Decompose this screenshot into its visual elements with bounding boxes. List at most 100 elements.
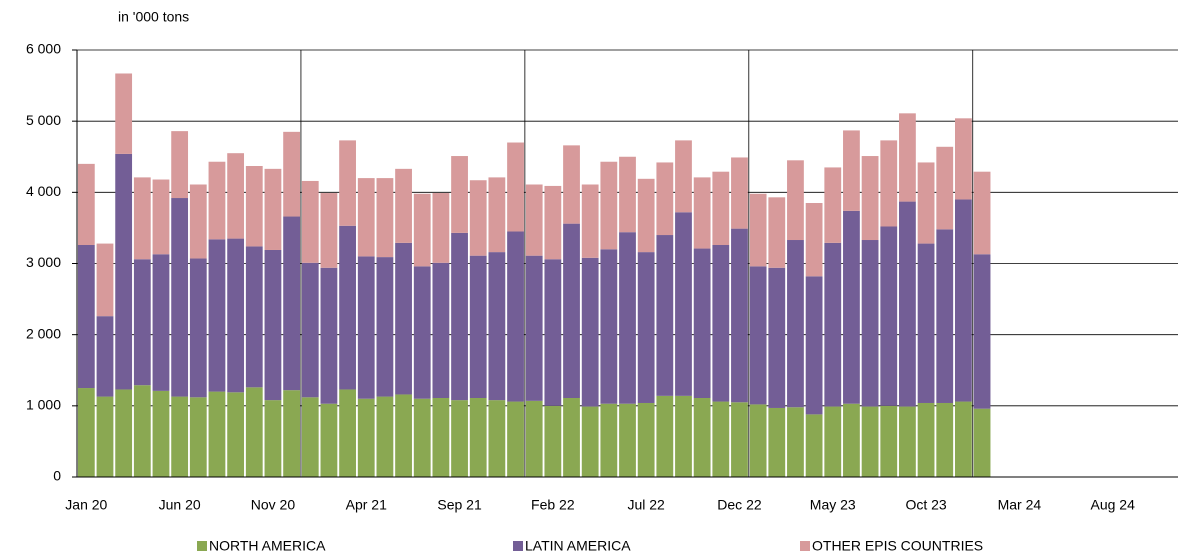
bar-segment bbox=[525, 184, 543, 256]
bar-segment bbox=[133, 177, 151, 260]
bar-segment bbox=[339, 225, 356, 390]
bar-segment bbox=[208, 239, 226, 392]
legend-swatch bbox=[197, 541, 207, 551]
x-tick-label: Mar 24 bbox=[998, 497, 1042, 513]
bar-segment bbox=[805, 203, 823, 277]
bar-segment bbox=[451, 400, 468, 477]
bar-segment bbox=[171, 131, 189, 199]
bar-segment bbox=[189, 184, 207, 259]
bar-segment bbox=[731, 228, 748, 403]
bar-segment bbox=[600, 161, 618, 250]
bar-segment bbox=[171, 396, 189, 477]
bar-segment bbox=[413, 193, 431, 267]
y-tick-label: 1 000 bbox=[26, 397, 61, 413]
bar-segment bbox=[357, 398, 375, 477]
bar-segment bbox=[208, 161, 226, 240]
bar-segment bbox=[77, 244, 95, 389]
bar-segment bbox=[787, 407, 804, 477]
bar-segment bbox=[264, 249, 282, 401]
bar-segment bbox=[712, 171, 730, 245]
bar-segment bbox=[917, 402, 935, 477]
bar-segment bbox=[152, 390, 170, 477]
bar-segment bbox=[563, 398, 580, 477]
bar-segment bbox=[432, 193, 450, 263]
bar-segment bbox=[507, 231, 524, 402]
bar-segment bbox=[227, 153, 245, 239]
bar-segment bbox=[339, 140, 356, 226]
bar-segment bbox=[245, 166, 263, 247]
bar-segment bbox=[96, 396, 114, 477]
bar-segment bbox=[301, 180, 319, 263]
bar-segment bbox=[544, 185, 562, 260]
bar-segment bbox=[693, 248, 711, 399]
bar-segment bbox=[861, 406, 879, 477]
bar-segment bbox=[96, 243, 114, 317]
bar-segment bbox=[376, 396, 394, 477]
bar-segment bbox=[768, 197, 786, 268]
bar-segment bbox=[395, 394, 412, 477]
bar-segment bbox=[824, 167, 842, 243]
bar-segment bbox=[693, 398, 711, 477]
bar-segment bbox=[787, 160, 804, 241]
bar-segment bbox=[973, 408, 991, 477]
bar-segment bbox=[861, 240, 879, 407]
bar-segment bbox=[955, 199, 972, 402]
bar-segment bbox=[749, 404, 767, 477]
bar-segment bbox=[544, 405, 562, 477]
bar-segment bbox=[525, 255, 543, 401]
bar-segment bbox=[675, 212, 692, 396]
x-tick-label: Sep 21 bbox=[437, 497, 482, 513]
bar-segment bbox=[507, 142, 524, 232]
y-axis-label: in '000 tons bbox=[118, 9, 189, 25]
bar-segment bbox=[805, 414, 823, 477]
bar-segment bbox=[301, 262, 319, 398]
bar-segment bbox=[451, 232, 468, 401]
bar-segment bbox=[469, 398, 487, 477]
bar-segment bbox=[917, 243, 935, 403]
bar-segment bbox=[731, 402, 748, 477]
bar-segment bbox=[731, 157, 748, 229]
x-tick-label: Jun 20 bbox=[159, 497, 201, 513]
bar-segment bbox=[619, 403, 636, 477]
bar-segment bbox=[488, 177, 506, 253]
x-tick-label: Oct 23 bbox=[905, 497, 946, 513]
bar-segment bbox=[843, 403, 860, 477]
y-tick-label: 4 000 bbox=[26, 183, 61, 199]
x-tick-label: Apr 21 bbox=[346, 497, 387, 513]
bar-segment bbox=[749, 266, 767, 405]
bar-segment bbox=[451, 156, 468, 233]
bar-segment bbox=[115, 73, 133, 154]
bar-segment bbox=[824, 406, 842, 477]
bar-segment bbox=[563, 223, 580, 399]
bar-segment bbox=[936, 402, 954, 477]
bar-segment bbox=[917, 162, 935, 244]
y-tick-label: 5 000 bbox=[26, 112, 61, 128]
x-tick-label: Dec 22 bbox=[717, 497, 762, 513]
bar-segment bbox=[488, 252, 506, 401]
bar-segment bbox=[469, 255, 487, 399]
y-tick-label: 2 000 bbox=[26, 325, 61, 341]
bar-segment bbox=[619, 232, 636, 404]
legend-swatch bbox=[513, 541, 523, 551]
bar-segment bbox=[227, 392, 245, 477]
bar-segment bbox=[768, 267, 786, 408]
bar-segment bbox=[171, 198, 189, 397]
x-tick-label: Feb 22 bbox=[531, 497, 575, 513]
bar-segment bbox=[675, 395, 692, 477]
bar-segment bbox=[973, 171, 991, 255]
bar-segment bbox=[357, 256, 375, 399]
bar-segment bbox=[376, 257, 394, 397]
bar-segment bbox=[320, 403, 338, 477]
bar-segment bbox=[77, 388, 95, 477]
x-tick-label: Jul 22 bbox=[627, 497, 665, 513]
bar-segment bbox=[712, 401, 730, 477]
bar-segment bbox=[301, 397, 319, 477]
bar-segment bbox=[264, 168, 282, 250]
x-tick-label: Jan 20 bbox=[65, 497, 107, 513]
bar-segment bbox=[899, 113, 916, 202]
bar-segment bbox=[376, 178, 394, 258]
bar-segment bbox=[600, 403, 618, 477]
bar-segment bbox=[525, 400, 543, 477]
bar-segment bbox=[264, 400, 282, 477]
